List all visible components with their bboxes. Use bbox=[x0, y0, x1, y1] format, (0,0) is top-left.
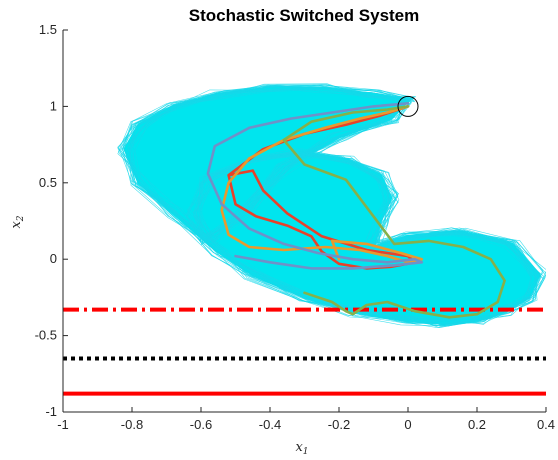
ensemble-path bbox=[129, 88, 531, 325]
svg-text:x1: x1 bbox=[295, 440, 308, 457]
series-line-3 bbox=[206, 102, 424, 270]
initial-condition-marker bbox=[397, 95, 419, 117]
x-tick-label: 0 bbox=[404, 417, 411, 432]
y-tick-label: 0 bbox=[50, 251, 57, 266]
x-tick-label: -0.4 bbox=[259, 417, 281, 432]
x-tick-label: -0.6 bbox=[190, 417, 212, 432]
ensemble-path bbox=[117, 84, 541, 325]
threshold-lines bbox=[63, 307, 546, 396]
x-ticks: -1 -0.8 -0.6 -0.4 -0.2 0 0.2 0.4 bbox=[57, 407, 555, 432]
x-axis-label: x1 bbox=[295, 440, 308, 457]
ensemble-envelope bbox=[123, 86, 541, 325]
ensemble-path bbox=[119, 88, 544, 326]
y-tick-label: -0.5 bbox=[35, 328, 57, 343]
axes bbox=[62, 30, 546, 413]
y-tick-label: 1 bbox=[50, 98, 57, 113]
ensemble-path bbox=[125, 86, 546, 324]
y-ticks: -1 -0.5 0 0.5 1 1.5 bbox=[35, 22, 68, 419]
ensemble-path bbox=[128, 88, 536, 326]
series-line-2 bbox=[220, 105, 424, 264]
y-tick-label: 1.5 bbox=[39, 22, 57, 37]
x-tick-label: 0.4 bbox=[537, 417, 555, 432]
x-tick-label: -0.2 bbox=[328, 417, 350, 432]
x-tick-label: 0.2 bbox=[468, 417, 486, 432]
y-axis-label: x2 bbox=[9, 215, 26, 228]
ensemble-cloud bbox=[117, 83, 546, 329]
y-tick-label: 0.5 bbox=[39, 175, 57, 190]
svg-text:x2: x2 bbox=[9, 215, 26, 228]
x-tick-label: -1 bbox=[57, 417, 69, 432]
trajectory-series bbox=[206, 102, 506, 319]
chart-title: Stochastic Switched System bbox=[189, 6, 420, 25]
y-tick-label: -1 bbox=[45, 404, 57, 419]
x-tick-label: -0.8 bbox=[121, 417, 143, 432]
ensemble-path bbox=[131, 86, 544, 324]
series-line-4 bbox=[282, 105, 506, 319]
